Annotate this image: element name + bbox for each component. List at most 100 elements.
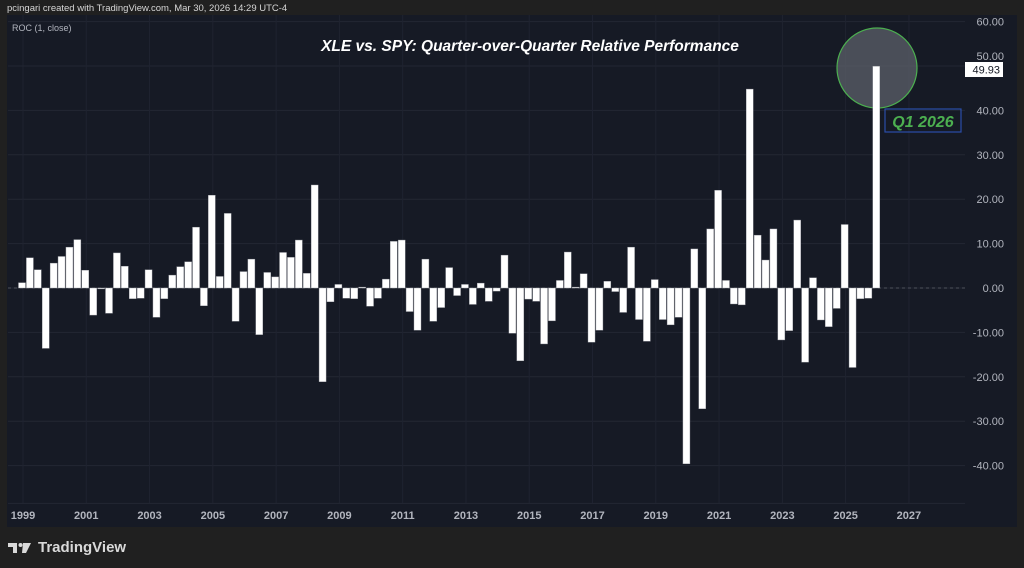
bar [738,287,746,306]
bar [753,234,762,289]
bar [287,257,295,289]
y-axis: 60.00 50.00 40.00 30.00 20.00 10.00 0.00 -10.00… [973,17,1004,473]
bar [793,219,801,289]
x-tick-label: 2019 [644,510,668,522]
y-tick-label: -40.00 [973,461,1004,473]
bar [263,272,271,289]
bar [864,287,873,299]
bar [429,287,438,322]
bar [421,258,430,289]
x-tick-label: 2021 [707,510,731,522]
y-tick-label: -10.00 [973,327,1004,339]
bar [508,287,517,334]
bar [192,226,200,289]
bar [706,228,714,289]
bar [595,287,604,331]
bar [152,287,161,318]
y-tick-label: 50.00 [976,51,1004,63]
bar [833,287,841,309]
bar [674,287,683,318]
bar [295,239,303,289]
bar [635,287,643,320]
bar [746,88,754,289]
bar [358,286,366,289]
y-tick-label: 20.00 [976,194,1004,206]
bar [603,281,612,289]
chart-panel[interactable] [7,15,1017,527]
annotation-box [884,108,962,133]
bar [239,271,248,289]
bar [856,287,865,299]
bar [168,274,176,289]
last-value-badge [965,62,1003,77]
bar [492,287,501,292]
y-tick-label: 30.00 [976,150,1004,162]
bar [690,248,699,289]
x-tick-label: 2027 [897,510,921,522]
x-tick-label: 2005 [201,510,225,522]
x-tick-label: 1999 [11,510,35,522]
brand-name: TradingView [38,539,127,556]
last-bar-group [872,66,880,289]
bar [113,252,121,289]
x-tick-label: 2017 [580,510,604,522]
bar [413,287,422,331]
y-tick-label: 60.00 [976,17,1004,29]
bar [318,287,327,382]
bar [366,287,374,307]
bar [247,258,256,289]
last-value-label: 49.93 [972,65,1000,77]
bar [461,284,469,289]
x-tick-label: 2023 [770,510,794,522]
y-tick-label: 40.00 [976,105,1004,117]
bar [564,251,572,289]
bar [176,266,184,289]
bar [374,287,382,299]
x-tick-label: 2001 [74,510,98,522]
chart-credit: pcingari created with TradingView.com, M… [7,3,288,14]
bar [777,287,786,341]
x-tick-label: 2011 [391,510,415,522]
bar [271,276,279,289]
bar [643,287,651,342]
bar [89,287,97,316]
bar [303,273,311,289]
y-tick-label: -30.00 [973,416,1004,428]
bar [627,246,635,289]
x-tick-label: 2015 [517,510,541,522]
x-tick-label: 2009 [327,510,351,522]
bar [390,241,398,289]
x-axis: 1999 2001 2003 2005 2007 2009 2011 2013 2015 2017… [11,510,921,522]
bar [34,269,42,289]
bar [714,190,722,289]
annotation-label: Q1 2026 [892,114,953,131]
bar [208,195,216,289]
bar [57,256,66,289]
bar [730,287,738,305]
bar [437,287,445,308]
bar [129,287,137,299]
bar [761,259,770,289]
bar [556,280,564,289]
bar [382,278,390,289]
bar [722,280,730,289]
bar [516,287,525,362]
bar [105,287,113,314]
tradingview-logo-icon [8,542,31,553]
bars [18,88,873,465]
bar [42,287,50,349]
bar [160,287,169,299]
indicator-label[interactable]: ROC (1, close) [12,23,72,33]
bar [825,287,833,327]
x-tick-label: 2025 [833,510,857,522]
bar [81,270,89,289]
tradingview-logo[interactable]: TradingView [8,539,126,556]
x-tick-label: 2007 [264,510,288,522]
bar [200,287,208,306]
bar [279,252,287,289]
bar [184,261,192,289]
y-tick-label: -20.00 [973,372,1004,384]
bar [469,287,477,305]
bar [785,287,793,331]
